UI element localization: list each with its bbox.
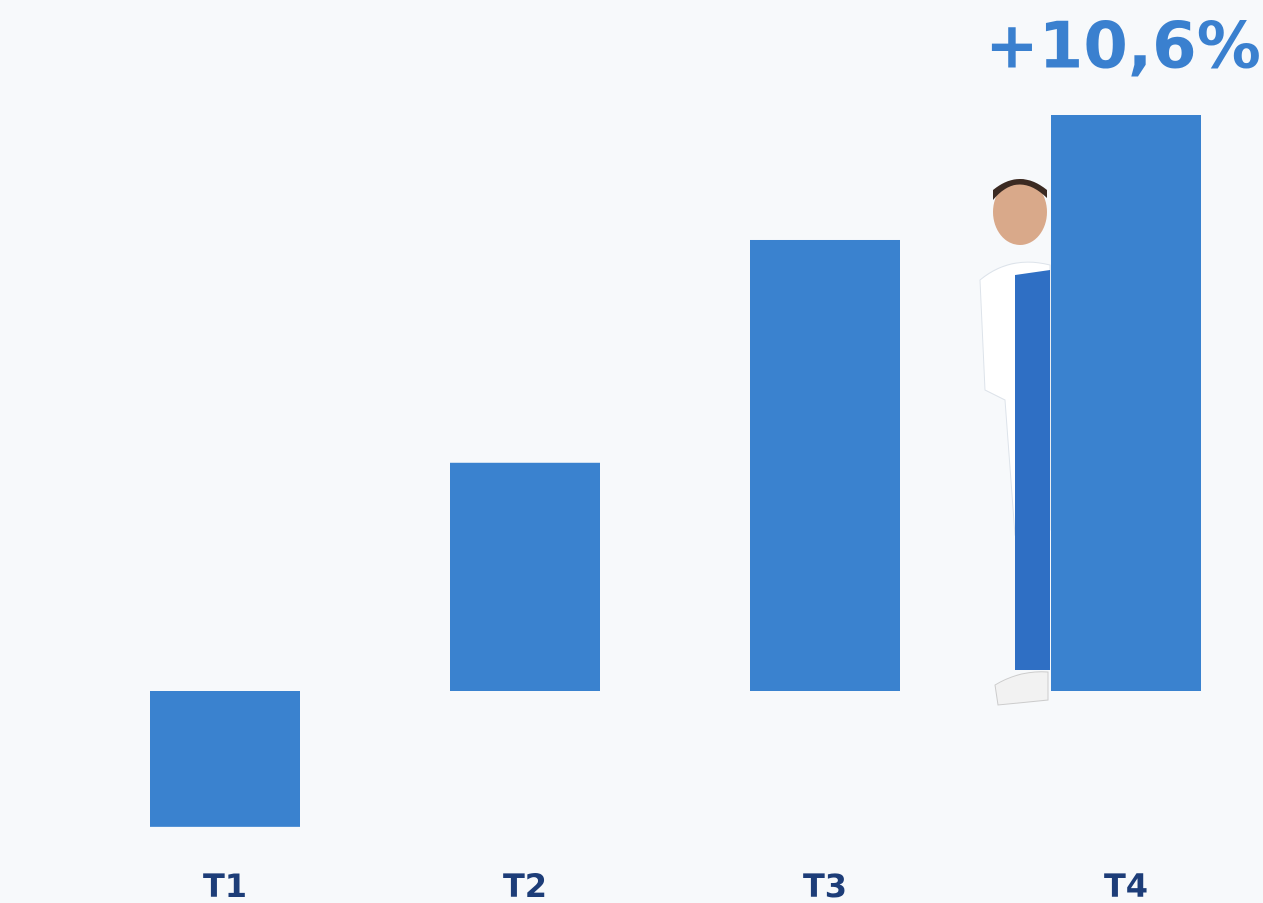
bar bbox=[1051, 115, 1201, 691]
value-label: +10,6% bbox=[985, 10, 1261, 84]
x-tick-label: T1 bbox=[203, 867, 247, 903]
bar bbox=[750, 239, 900, 691]
doctor-figure bbox=[979, 179, 1051, 706]
x-tick-label: T2 bbox=[503, 867, 547, 903]
bar bbox=[450, 462, 600, 691]
x-tick-label: T3 bbox=[803, 867, 847, 903]
x-tick-label: T4 bbox=[1104, 867, 1148, 903]
bar bbox=[150, 691, 300, 827]
